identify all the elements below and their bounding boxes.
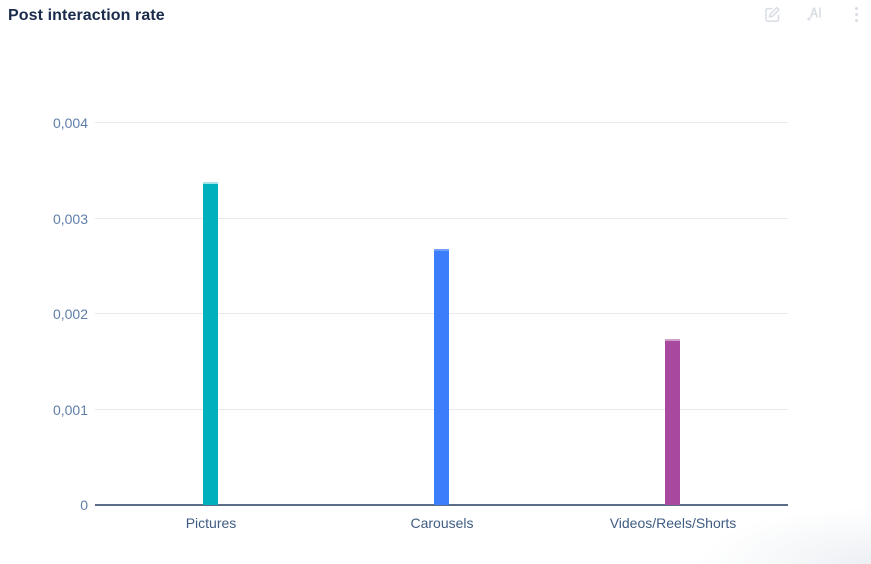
gridline (95, 122, 788, 123)
bar-pictures[interactable] (203, 182, 218, 505)
y-axis-tick-label: 0 (80, 497, 88, 513)
bar-videos-reels-shorts[interactable] (665, 339, 680, 505)
y-axis-tick-label: 0,004 (52, 115, 88, 131)
x-axis-category-label: Carousels (410, 515, 474, 531)
gridline (95, 218, 788, 219)
x-axis-category-label: Pictures (185, 515, 237, 531)
page-title: Post interaction rate (8, 7, 165, 24)
y-axis-tick-label: 0,003 (52, 211, 88, 227)
chart-toolbar (762, 4, 866, 24)
kebab-menu-icon[interactable] (846, 4, 866, 24)
chart-header: Post interaction rate (0, 0, 871, 34)
ai-annotate-icon[interactable] (804, 4, 824, 24)
y-axis-tick-label: 0,001 (52, 402, 88, 418)
edit-icon[interactable] (762, 4, 782, 24)
y-axis-tick-label: 0,002 (52, 306, 88, 322)
x-axis-category-label: Videos/Reels/Shorts (609, 515, 737, 531)
x-axis-line (95, 504, 788, 506)
bar-carousels[interactable] (434, 249, 449, 505)
